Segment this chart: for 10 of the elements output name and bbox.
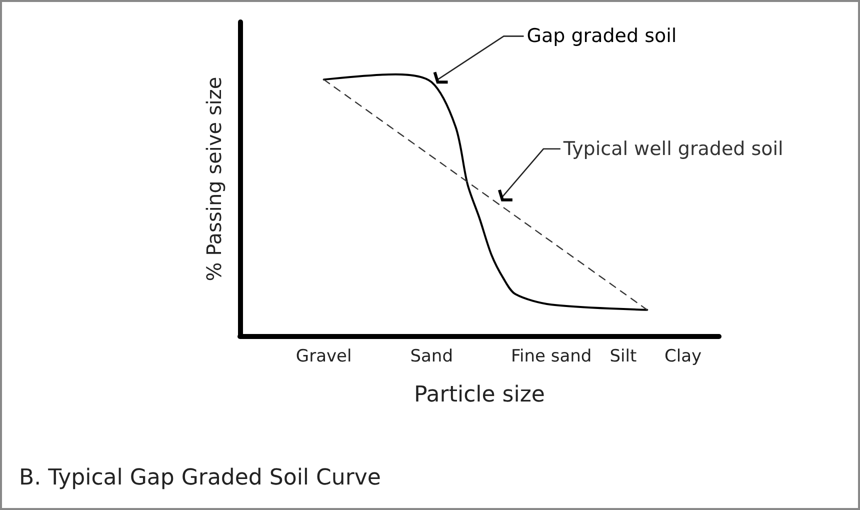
- text: Gap graded soil: [526, 25, 677, 48]
- x-tick-label: Sand: [410, 346, 453, 366]
- x-tick-label: Clay: [664, 346, 702, 366]
- x-axis-title: Particle size: [414, 382, 545, 408]
- x-tick-label: Gravel: [296, 346, 352, 366]
- text: B. Typical Gap Graded Soil Curve: [19, 466, 381, 490]
- text: Typical well graded soil: [562, 138, 784, 160]
- y-axis-title: % Passing seive size: [202, 76, 226, 282]
- x-tick-label: Fine sand: [510, 346, 592, 366]
- x-tick-label: Silt: [610, 346, 637, 366]
